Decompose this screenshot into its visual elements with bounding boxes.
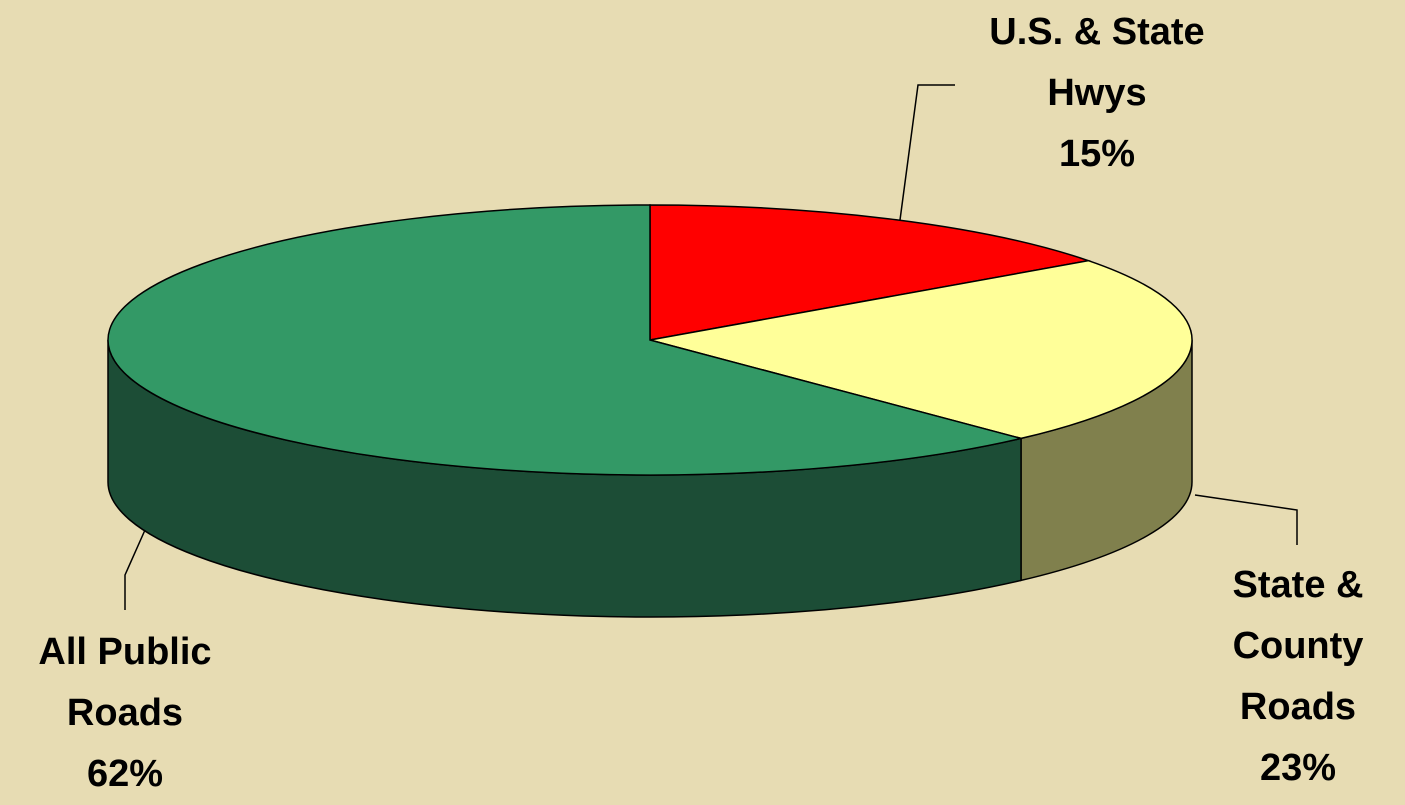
slice-label: U.S. & State Hwys 15% <box>952 2 1242 185</box>
pie-slice <box>649 204 1092 341</box>
value-label: 23% <box>1259 747 1337 789</box>
chart <box>107 84 1298 618</box>
value-label: 62% <box>86 753 164 795</box>
pie-slice <box>649 259 1193 440</box>
pie-tops <box>107 204 1193 476</box>
leader-line <box>899 84 955 221</box>
leader-line <box>1194 494 1298 545</box>
category-label: All Public Roads <box>38 631 212 734</box>
category-label: State & County Roads <box>1232 564 1364 728</box>
value-label: 15% <box>1058 133 1136 175</box>
pie-sides <box>107 339 1193 618</box>
category-label: U.S. & State Hwys <box>989 11 1205 114</box>
pie-slice <box>107 204 1022 476</box>
slice-label: State & County Roads 23% <box>1198 555 1398 799</box>
leader-line <box>124 529 146 610</box>
slice-label: All Public Roads 62% <box>0 622 250 805</box>
page: U.S. & State Hwys 15% State & County Roa… <box>38 2 1364 795</box>
